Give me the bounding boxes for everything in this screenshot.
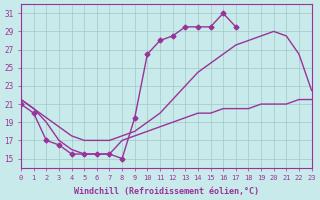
- X-axis label: Windchill (Refroidissement éolien,°C): Windchill (Refroidissement éolien,°C): [74, 187, 259, 196]
